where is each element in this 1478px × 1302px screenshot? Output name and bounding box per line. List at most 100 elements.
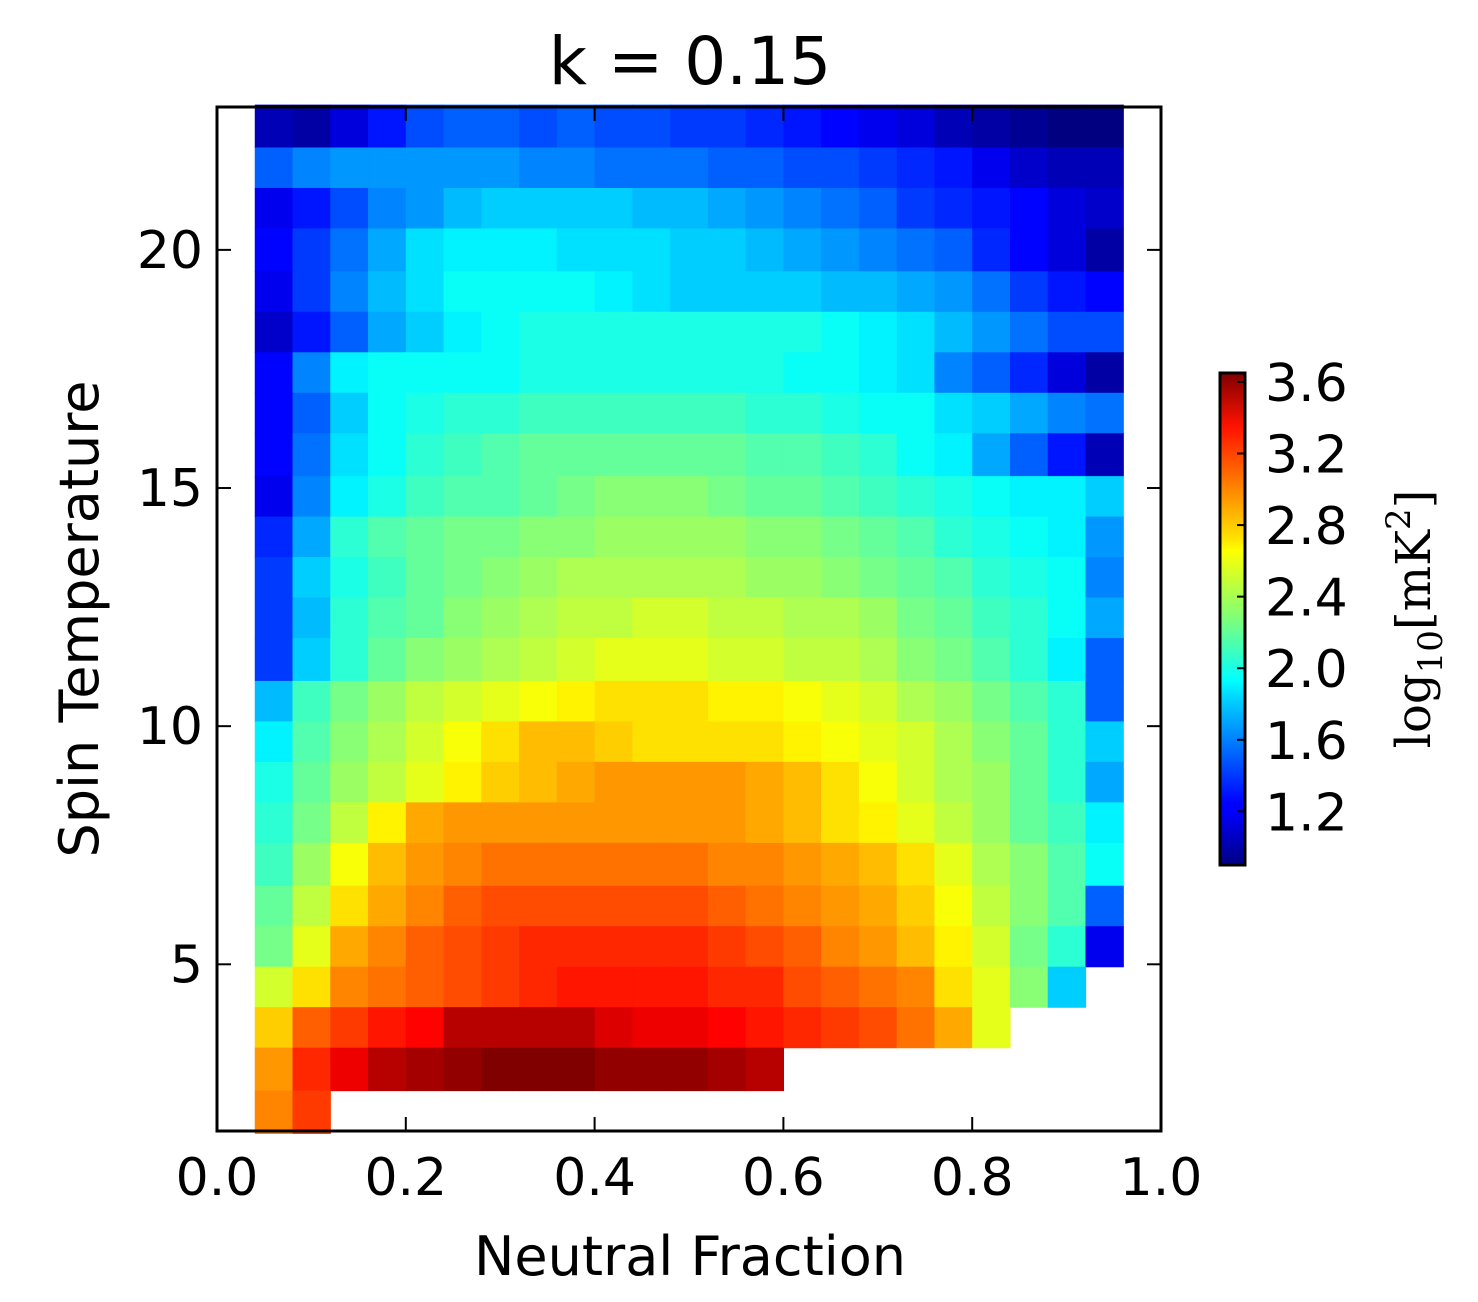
heatmap-cell (670, 680, 709, 722)
heatmap-cell (443, 104, 482, 149)
heatmap-cell (821, 966, 860, 1008)
heatmap-cell (707, 842, 747, 887)
heatmap-cell (745, 926, 784, 968)
heatmap-cell (556, 433, 596, 477)
heatmap-cell (1085, 187, 1124, 230)
heatmap-cell (632, 597, 671, 639)
heatmap-cell (783, 516, 822, 558)
heatmap-cell (556, 476, 596, 518)
heatmap-cell (783, 104, 822, 149)
colorbar-gradient (1218, 371, 1247, 867)
heatmap-cell (896, 516, 936, 558)
heatmap-cell (707, 147, 747, 189)
heatmap-cell (519, 680, 558, 722)
heatmap-cell (632, 1047, 671, 1092)
heatmap-cell (632, 476, 671, 518)
heatmap-cell (254, 761, 294, 803)
heatmap-cell (1047, 352, 1087, 394)
heatmap-cell (707, 597, 747, 639)
heatmap-cell (292, 352, 331, 394)
heatmap-cell (519, 352, 558, 394)
heatmap-cell (858, 597, 898, 639)
heatmap-cell (481, 1007, 520, 1049)
heatmap-cell (330, 187, 369, 230)
heatmap-cell (670, 392, 709, 434)
heatmap-cell (481, 104, 520, 149)
heatmap-cell (368, 433, 407, 477)
heatmap-cell (1009, 842, 1049, 887)
heatmap-cell (858, 352, 898, 394)
heatmap-cell (254, 885, 294, 927)
heatmap-cell (443, 802, 482, 844)
heatmap-cell (972, 104, 1011, 149)
heatmap-cell (972, 392, 1011, 434)
heatmap-cell (292, 228, 331, 272)
heatmap-cell (670, 147, 709, 189)
heatmap-cell (368, 104, 407, 149)
heatmap-cell (443, 271, 482, 313)
heatmap-cells (254, 104, 1124, 1134)
heatmap-cell (292, 597, 331, 639)
heatmap-cell (821, 352, 860, 394)
heatmap-cell (745, 802, 784, 844)
heatmap-cell (1009, 271, 1049, 313)
heatmap-cell (594, 311, 633, 353)
heatmap-cell (783, 597, 822, 639)
heatmap-cell (1047, 104, 1087, 149)
heatmap-cell (632, 311, 671, 353)
heatmap-cell (481, 761, 520, 803)
heatmap-cell (254, 638, 294, 682)
heatmap-cell (821, 476, 860, 518)
colorbar-label: log10[mK2] (1379, 490, 1451, 749)
heatmap-cell (821, 926, 860, 968)
heatmap-cell (745, 352, 784, 394)
heatmap-cell (519, 147, 558, 189)
heatmap-cell (330, 761, 369, 803)
heatmap-cell (330, 516, 369, 558)
heatmap-cell (292, 476, 331, 518)
heatmap-cell (481, 147, 520, 189)
heatmap-cell (1009, 597, 1049, 639)
heatmap-cell (443, 228, 482, 272)
heatmap-cell (1009, 721, 1049, 763)
heatmap-cell (594, 271, 633, 313)
heatmap-cell (934, 721, 973, 763)
heatmap-cell (1047, 271, 1087, 313)
heatmap-cell (254, 271, 294, 313)
heatmap-cell (972, 842, 1011, 887)
x-axis: 0.0 0.2 0.4 0.6 0.8 1.0 (176, 107, 1202, 1208)
heatmap-cell (783, 147, 822, 189)
heatmap-cell (481, 187, 520, 230)
heatmap-cell (934, 228, 973, 272)
heatmap-cell (330, 721, 369, 763)
heatmap-cell (783, 966, 822, 1008)
heatmap-cell (292, 638, 331, 682)
heatmap-cell (519, 802, 558, 844)
heatmap-cell (972, 761, 1011, 803)
heatmap-cell (330, 433, 369, 477)
heatmap-cell (783, 476, 822, 518)
heatmap-cell (594, 433, 633, 477)
heatmap-cell (594, 842, 633, 887)
heatmap-cell (519, 761, 558, 803)
heatmap-cell (519, 392, 558, 434)
heatmap-cell (405, 516, 445, 558)
heatmap-cell (368, 392, 407, 434)
heatmap-cell (745, 680, 784, 722)
heatmap-cell (670, 802, 709, 844)
heatmap-cell (254, 433, 294, 477)
heatmap-cell (519, 1007, 558, 1049)
y-axis: 5 10 15 20 (137, 221, 1161, 995)
heatmap-cell (632, 228, 671, 272)
heatmap-cell (556, 966, 596, 1008)
heatmap-cell (934, 433, 973, 477)
y-axis-label: Spin Temperature (48, 380, 111, 857)
heatmap-cell (632, 104, 671, 149)
heatmap-cell (556, 721, 596, 763)
heatmap-cell (481, 597, 520, 639)
heatmap-cell (858, 885, 898, 927)
heatmap-cell (745, 557, 784, 599)
heatmap-cell (330, 926, 369, 968)
heatmap-cell (670, 271, 709, 313)
